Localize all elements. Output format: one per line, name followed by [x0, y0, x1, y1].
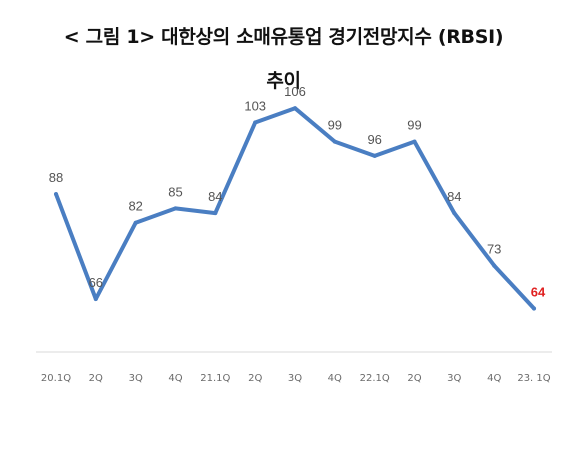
x-tick-label: 21.1Q: [200, 373, 230, 384]
x-tick-label: 20.1Q: [41, 373, 71, 384]
data-label: 84: [447, 189, 461, 204]
data-label: 82: [128, 199, 142, 214]
data-point: [332, 139, 337, 144]
data-label: 64: [531, 285, 546, 300]
data-label: 106: [284, 84, 306, 99]
x-tick-label: 2Q: [248, 373, 262, 384]
data-label: 103: [244, 99, 266, 114]
chart-title-line2: 추이: [266, 70, 301, 92]
x-tick-label: 4Q: [328, 373, 342, 384]
x-tick-label: 4Q: [168, 373, 182, 384]
data-point: [412, 139, 417, 144]
data-label: 96: [367, 132, 381, 147]
chart-title-line1: < 그림 1> 대한상의 소매유통업 경기전망지수 (RBSI): [63, 26, 504, 48]
data-label: 88: [49, 170, 63, 185]
x-tick-label: 2Q: [407, 373, 421, 384]
data-point: [173, 206, 178, 211]
data-point: [492, 263, 497, 268]
data-point: [253, 120, 258, 125]
data-point: [532, 306, 536, 311]
data-label: 66: [89, 275, 103, 290]
x-tick-labels: 20.1Q 2Q 3Q 4Q 21.1Q 2Q 3Q 4Q 22.1Q 2Q 3Q 4Q 23. 1Q: [41, 373, 551, 384]
data-point: [452, 211, 457, 216]
data-point: [293, 106, 297, 111]
data-label: 73: [487, 242, 501, 257]
data-labels: 88 66 82 85 84 103 106 99 96 99 84 73 64: [49, 84, 546, 299]
x-tick-label: 23. 1Q: [517, 373, 550, 384]
data-label: 99: [407, 118, 421, 133]
data-point: [93, 297, 98, 301]
x-tick-label: 4Q: [487, 373, 501, 384]
data-point: [54, 192, 58, 197]
x-tick-label: 22.1Q: [360, 373, 390, 384]
data-point: [133, 220, 138, 225]
x-tick-label: 3Q: [447, 373, 461, 384]
data-point: [213, 211, 218, 216]
x-tick-label: 3Q: [129, 373, 143, 384]
series-group: [54, 106, 536, 311]
data-label: 85: [168, 184, 182, 199]
data-point: [372, 153, 377, 158]
x-tick-label: 3Q: [288, 373, 302, 384]
data-label: 84: [208, 189, 222, 204]
x-tick-label: 2Q: [89, 373, 103, 384]
data-label: 99: [328, 118, 342, 133]
